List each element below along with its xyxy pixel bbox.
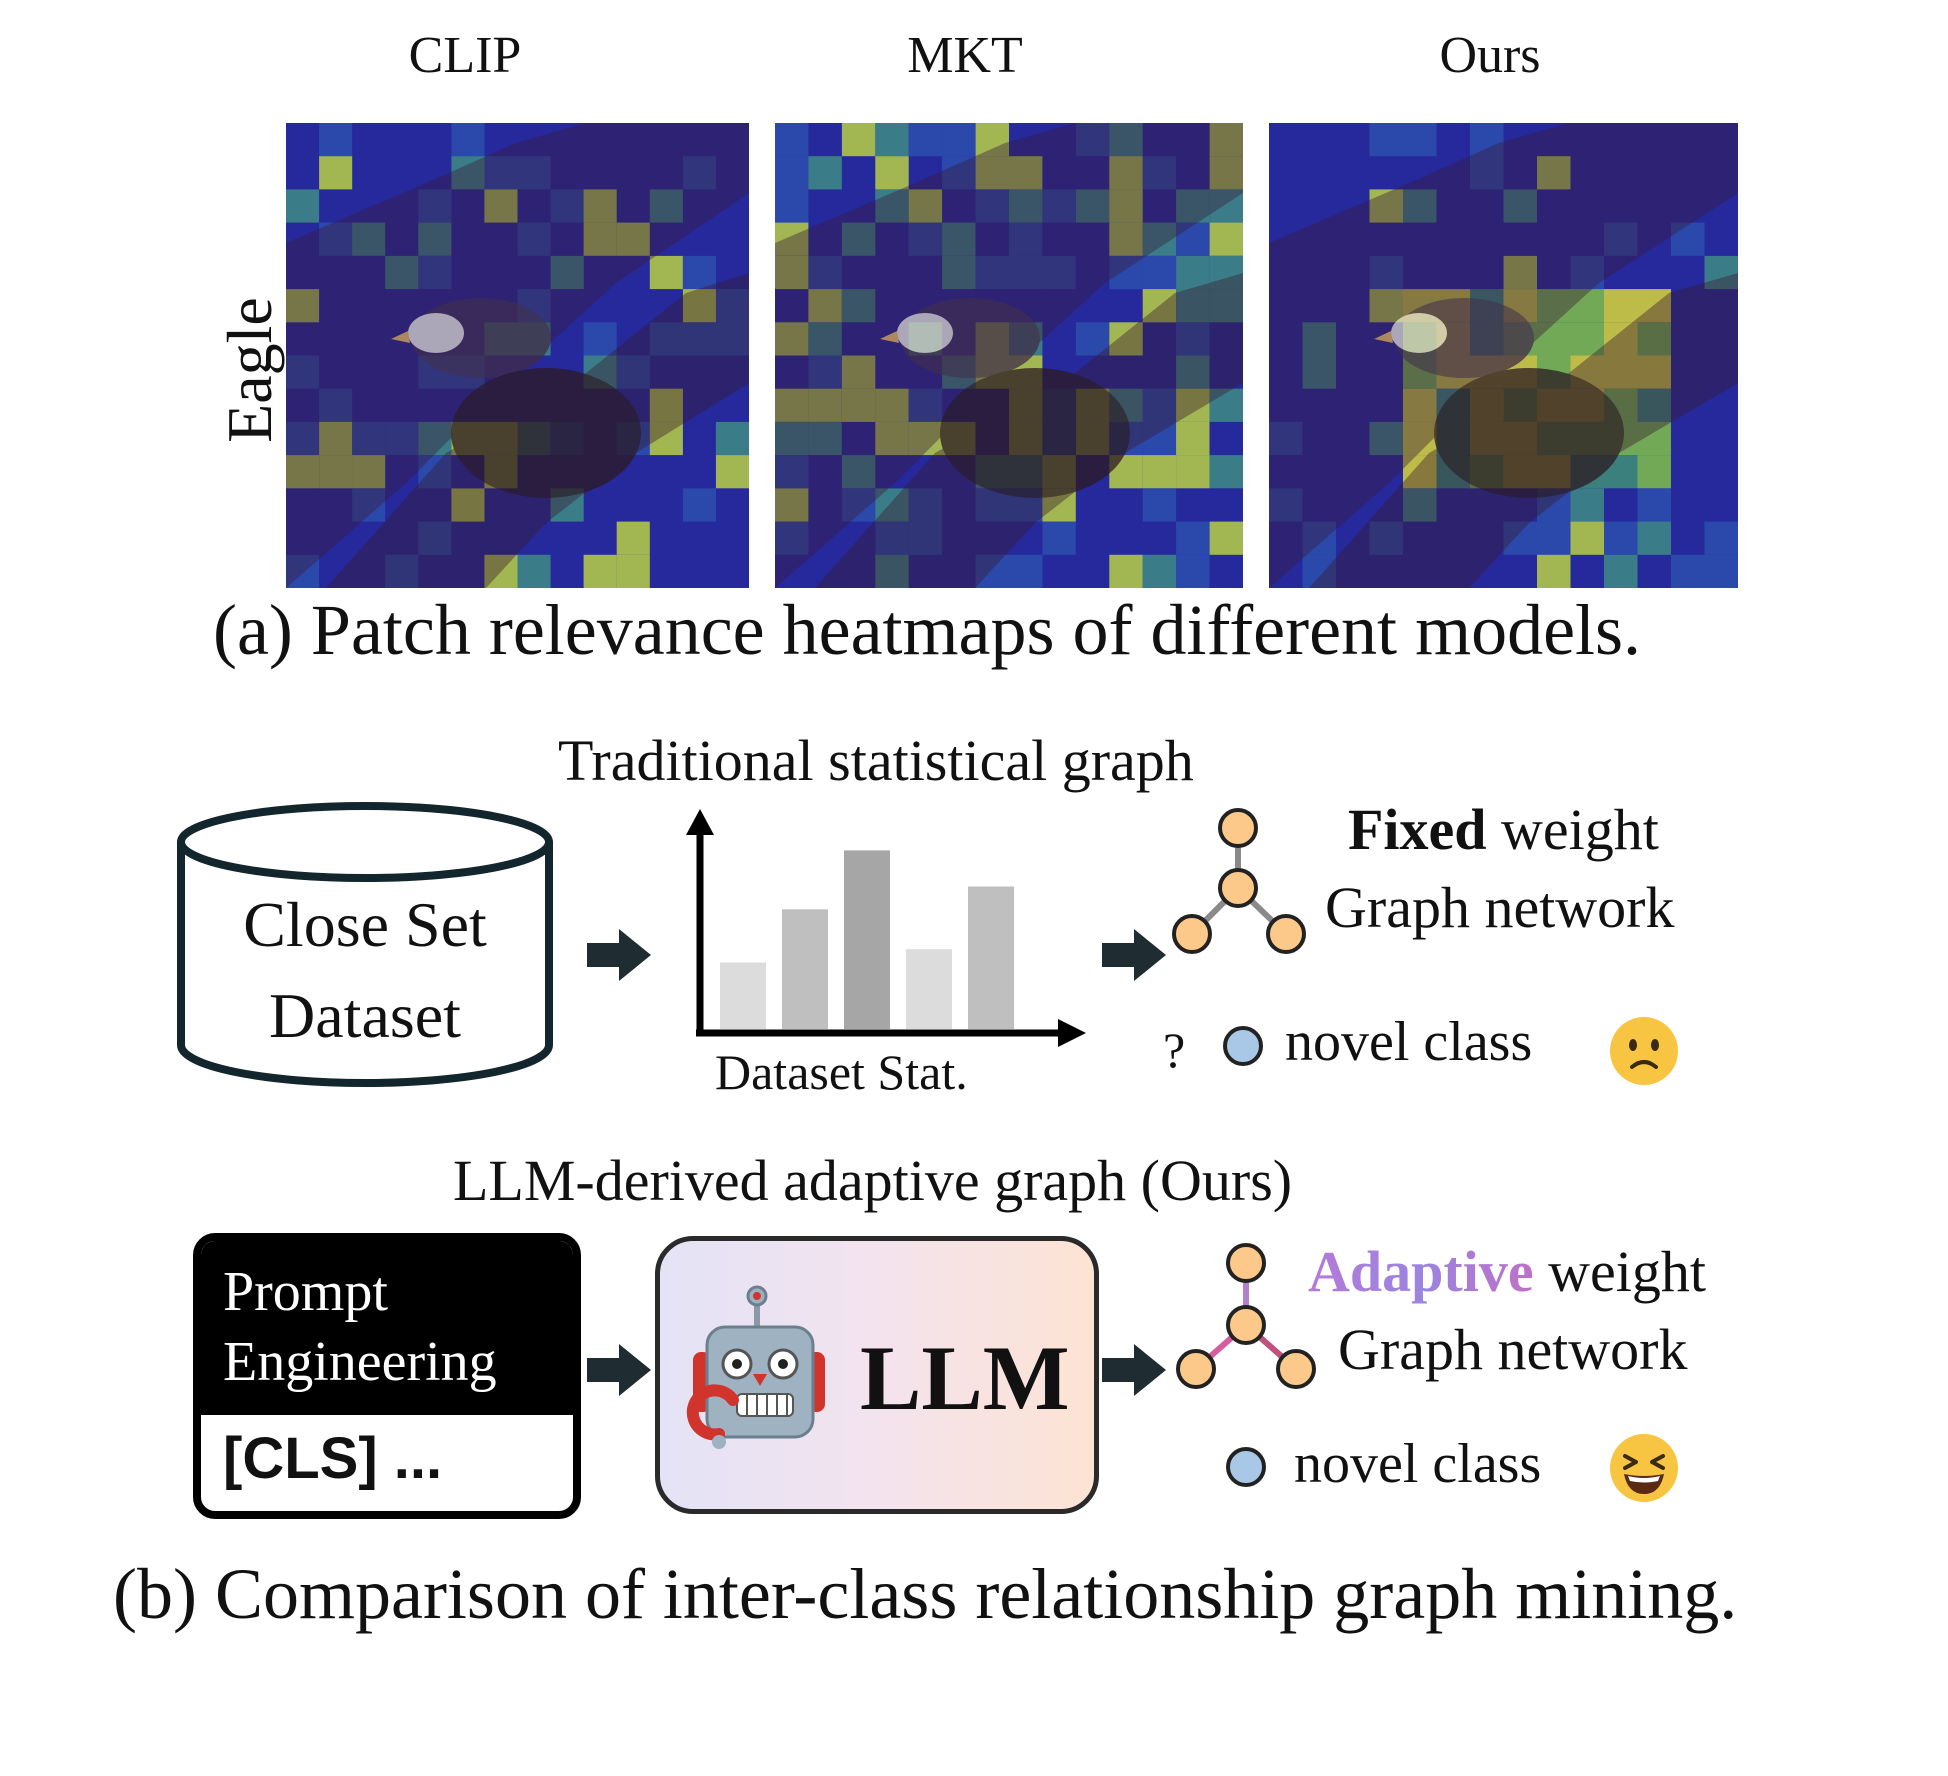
arrow-right-icon [587, 1344, 651, 1396]
adaptive-graph-network-label: Graph network [1338, 1317, 1688, 1382]
heatmap-ours-image [1269, 123, 1738, 588]
heatmap-ours [1269, 123, 1738, 588]
robot-icon [686, 1285, 825, 1449]
x-axis-arrow-icon [1058, 1019, 1086, 1047]
adaptive-graph-title: LLM-derived adaptive graph (Ours) [453, 1148, 1293, 1213]
column-title-clip: CLIP [408, 27, 522, 84]
column-title-ours: Ours [1439, 27, 1541, 84]
stat-bar [720, 962, 766, 1029]
confused-face-icon [1608, 1015, 1680, 1087]
adaptive-weight-label: Adaptive weight [1308, 1240, 1706, 1304]
stat-bar [844, 850, 890, 1029]
stat-bar [968, 886, 1014, 1029]
fixed-graph-network-label: Graph network [1325, 875, 1675, 940]
heatmap-mkt-image [775, 123, 1243, 588]
adaptive-graph-icon [1176, 1243, 1316, 1487]
arrow-right-icon [1102, 929, 1166, 981]
question-mark: ? [1163, 1022, 1186, 1078]
prompt-engineering-header: Prompt Engineering [201, 1241, 573, 1415]
dataset-stat-label: Dataset Stat. [715, 1044, 968, 1100]
adaptive-emphasis: Adaptive [1308, 1239, 1534, 1304]
heatmap-clip [286, 123, 749, 588]
heatmap-mkt [775, 123, 1243, 588]
y-axis-arrow-icon [686, 809, 714, 835]
caption-a: (a) Patch relevance heatmaps of differen… [213, 590, 1642, 670]
adaptive-weight-rest: weight [1533, 1239, 1706, 1304]
dataset-label-line2: Dataset [269, 980, 461, 1051]
column-title-mkt: MKT [907, 27, 1023, 84]
laughing-face-icon [1608, 1432, 1680, 1504]
heatmap-clip-image [286, 123, 749, 588]
novel-class-label-ours: novel class [1294, 1433, 1542, 1495]
dataset-label-line1: Close Set [243, 889, 487, 960]
arrow-right-icon [1102, 1344, 1166, 1396]
llm-label: LLM [860, 1327, 1070, 1429]
novel-class-node-icon [1223, 1026, 1263, 1066]
prompt-engineering-box: Prompt Engineering [CLS] ... [193, 1233, 581, 1519]
stat-bar [782, 909, 828, 1029]
prompt-title-line1: Prompt [223, 1261, 388, 1323]
fixed-graph-icon [1172, 808, 1306, 954]
prompt-body-text: [CLS] ... [223, 1426, 443, 1491]
arrow-right-icon [587, 929, 651, 981]
fixed-weight-rest: weight [1486, 797, 1659, 862]
row-label-eagle: Eagle [214, 297, 285, 443]
novel-class-label-traditional: novel class [1285, 1011, 1533, 1073]
dataset-stat-bar-chart [686, 809, 1086, 1047]
fixed-emphasis: Fixed [1348, 797, 1487, 862]
traditional-graph-title: Traditional statistical graph [558, 728, 1194, 793]
stat-bar [906, 949, 952, 1029]
prompt-title-line2: Engineering [223, 1331, 497, 1393]
caption-b: (b) Comparison of inter-class relationsh… [113, 1554, 1738, 1634]
fixed-weight-label: Fixed weight [1348, 798, 1659, 862]
database-cylinder-icon [177, 802, 553, 1087]
